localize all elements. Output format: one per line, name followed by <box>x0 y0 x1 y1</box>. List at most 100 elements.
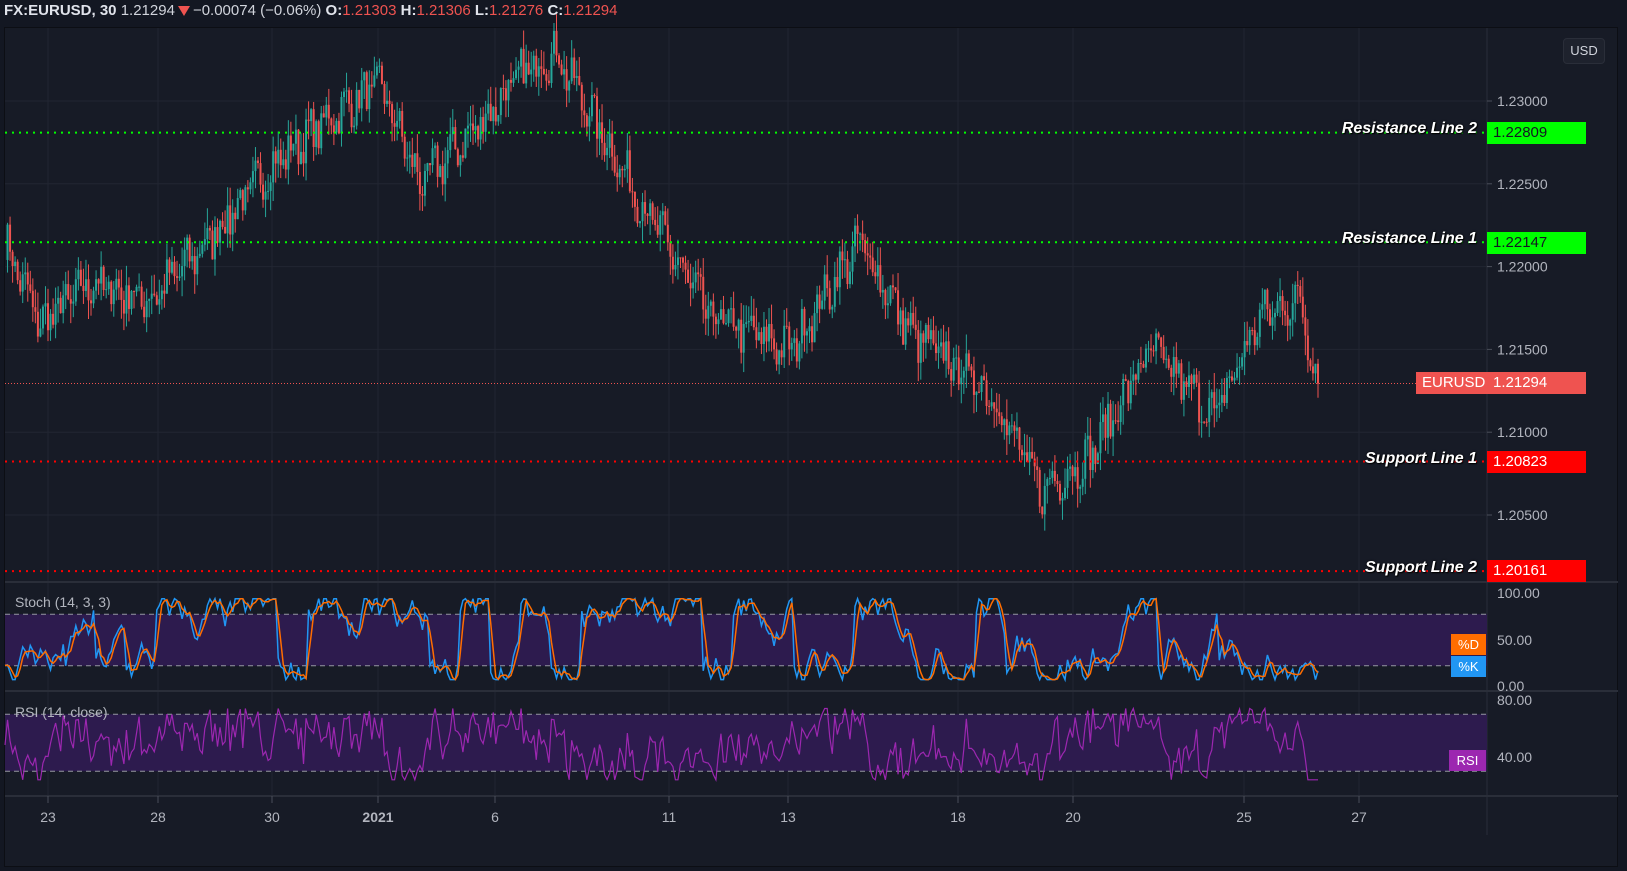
candle-body <box>406 157 409 159</box>
candle-body <box>699 274 702 277</box>
candle-body <box>687 269 690 283</box>
candle-body <box>436 145 439 177</box>
candle-body <box>575 75 578 78</box>
candle-body <box>479 116 482 140</box>
candle-body <box>773 338 776 350</box>
candle-body <box>1198 382 1201 423</box>
currency-button[interactable]: USD <box>1563 38 1605 64</box>
candle-body <box>955 357 958 359</box>
candle-body <box>960 377 963 385</box>
candle-body <box>115 278 118 290</box>
candle-body <box>904 318 907 345</box>
candle-body <box>337 120 340 134</box>
candle-body <box>34 307 37 312</box>
candle-body <box>1276 301 1279 313</box>
time-axis-label: 2021 <box>362 809 393 825</box>
candle-body <box>236 198 239 220</box>
candle-body <box>477 126 480 140</box>
candle-body <box>1051 470 1054 478</box>
candle-body <box>1281 296 1284 311</box>
candle-body <box>785 325 788 327</box>
candle-body <box>1117 420 1120 422</box>
candle-body <box>859 233 862 235</box>
candle-body <box>1243 341 1246 358</box>
candle-body <box>1203 421 1206 423</box>
candle-body <box>1028 451 1031 462</box>
candle-body <box>1225 377 1228 403</box>
candle-body <box>1005 419 1008 436</box>
close-label: C: <box>547 2 564 19</box>
resistance-2-label: Resistance Line 2 <box>1341 120 1477 137</box>
candle-body <box>983 376 986 381</box>
candle-body <box>1081 478 1084 487</box>
stoch-title[interactable]: Stoch (14, 3, 3) <box>15 594 111 610</box>
candle-body <box>1180 363 1183 400</box>
candle-body <box>388 100 391 105</box>
candle-body <box>315 121 318 148</box>
candle-body <box>1089 435 1092 470</box>
candle-body <box>848 271 851 285</box>
price-change: −0.00074 (−0.06%) <box>192 2 322 19</box>
candle-body <box>922 333 925 343</box>
candle-body <box>1038 469 1041 507</box>
candle-body <box>666 224 669 243</box>
candle-body <box>585 115 588 127</box>
candle-body <box>894 287 897 291</box>
candle-body <box>21 274 24 292</box>
candle-body <box>947 341 950 370</box>
candle-body <box>44 303 47 307</box>
candle-body <box>216 227 219 243</box>
candle-body <box>140 286 143 307</box>
price-axis-label: 1.21000 <box>1497 424 1548 440</box>
candle-body <box>1000 416 1003 426</box>
candle-body <box>841 251 844 261</box>
candle-body <box>864 239 867 254</box>
candle-body <box>256 160 259 164</box>
candle-body <box>765 326 768 342</box>
candle-body <box>451 127 454 135</box>
candle-body <box>6 224 9 260</box>
candle-body <box>565 69 568 91</box>
candle-body <box>623 168 626 171</box>
time-axis-label: 28 <box>150 809 166 825</box>
candle-body <box>542 68 545 75</box>
rsi-title[interactable]: RSI (14, close) <box>15 704 108 720</box>
time-axis-label: 20 <box>1065 809 1081 825</box>
candle-body <box>97 279 100 284</box>
candle-body <box>1129 380 1132 404</box>
candle-body <box>469 123 472 126</box>
candle-body <box>902 310 905 345</box>
candle-body <box>950 369 953 381</box>
symbol-label[interactable]: FX:EURUSD, 30 <box>4 2 117 19</box>
candle-body <box>383 83 386 104</box>
candle-body <box>170 261 173 273</box>
candle-body <box>778 350 781 365</box>
candle-body <box>1147 348 1150 350</box>
candle-body <box>509 79 512 83</box>
time-axis-label: 18 <box>950 809 966 825</box>
candle-body <box>487 103 490 114</box>
candle-body <box>416 153 419 172</box>
support-2-price-tag: 1.20161 <box>1487 560 1586 582</box>
candle-body <box>59 297 62 314</box>
candle-body <box>684 262 687 270</box>
candle-body <box>41 306 44 329</box>
candle-body <box>980 376 983 393</box>
candle-body <box>816 294 819 314</box>
candle-body <box>1132 374 1135 381</box>
candle-body <box>411 154 414 167</box>
candle-body <box>805 331 808 336</box>
candle-body <box>527 62 530 75</box>
candle-body <box>122 299 125 314</box>
candle-body <box>874 272 877 277</box>
candle-body <box>618 168 621 178</box>
candle-body <box>110 281 113 305</box>
candle-body <box>1185 381 1188 387</box>
candle-body <box>343 91 346 98</box>
candle-body <box>1301 296 1304 318</box>
stoch-k-badge: %K <box>1451 656 1486 677</box>
candle-body <box>302 151 305 164</box>
candle-body <box>606 147 609 156</box>
candle-body <box>1289 319 1292 326</box>
